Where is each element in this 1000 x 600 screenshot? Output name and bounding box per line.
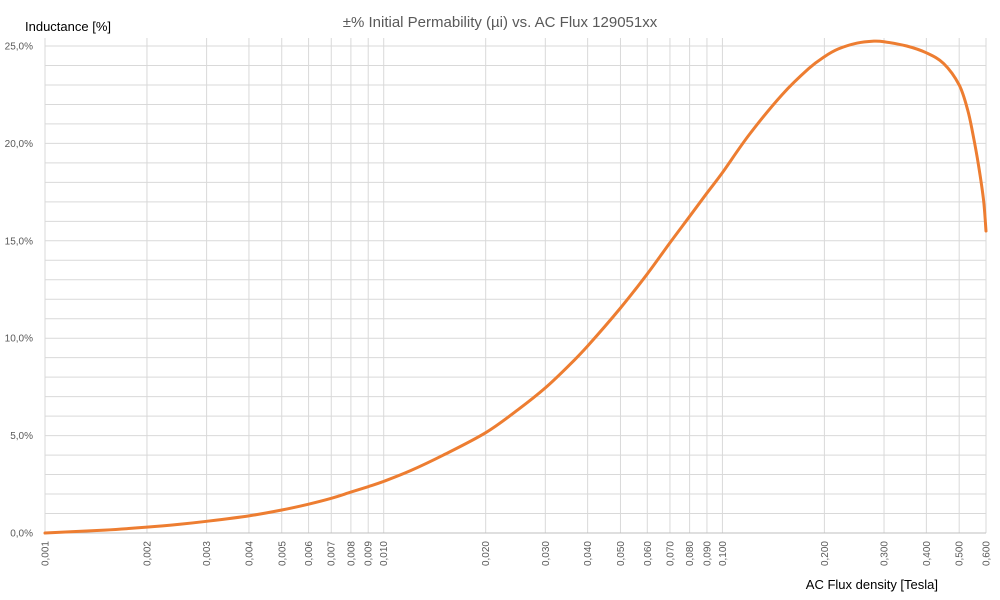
x-tick-label: 0,006 — [304, 541, 315, 566]
x-tick-label: 0,007 — [327, 541, 338, 566]
x-tick-label: 0,500 — [955, 541, 966, 566]
x-tick-label: 0,008 — [346, 541, 357, 566]
y-tick-label: 15,0% — [5, 236, 33, 247]
x-tick-label: 0,080 — [685, 541, 696, 566]
y-axis-title: Inductance [%] — [25, 19, 111, 34]
series-layer — [43, 39, 988, 535]
x-tick-label: 0,003 — [202, 541, 213, 566]
y-tick-label: 5,0% — [10, 431, 33, 442]
x-tick-label: 0,090 — [702, 541, 713, 566]
tick-label-layer: 0,0% 5,0% 10,0% 15,0% 20,0% 25,0% 0,001 0,002 0,… — [5, 42, 993, 567]
grid-layer — [44, 38, 987, 534]
x-tick-label: 0,600 — [982, 541, 993, 566]
x-tick-label: 0,010 — [379, 541, 390, 566]
x-tick-label: 0,060 — [643, 541, 654, 566]
chart-title: ±% Initial Permability (µi) vs. AC Flux … — [343, 14, 658, 31]
x-tick-label: 0,050 — [616, 541, 627, 566]
x-tick-label: 0,200 — [820, 541, 831, 566]
x-tick-label: 0,020 — [481, 541, 492, 566]
x-tick-label: 0,040 — [583, 541, 594, 566]
x-tick-label: 0,001 — [41, 541, 52, 566]
x-tick-label: 0,070 — [665, 541, 676, 566]
x-tick-label: 0,400 — [922, 541, 933, 566]
x-tick-label: 0,300 — [880, 541, 891, 566]
x-tick-label: 0,030 — [541, 541, 552, 566]
y-tick-label: 10,0% — [5, 334, 33, 345]
y-tick-label: 25,0% — [5, 42, 33, 53]
x-tick-label: 0,002 — [142, 541, 153, 566]
x-tick-label: 0,100 — [718, 541, 729, 566]
x-axis-title: AC Flux density [Tesla] — [806, 577, 938, 592]
x-tick-label: 0,005 — [277, 541, 288, 566]
series-line — [43, 39, 988, 535]
x-tick-label: 0,009 — [364, 541, 375, 566]
y-tick-label: 0,0% — [10, 529, 33, 540]
y-tick-label: 20,0% — [5, 139, 33, 150]
x-tick-label: 0,004 — [244, 541, 255, 566]
